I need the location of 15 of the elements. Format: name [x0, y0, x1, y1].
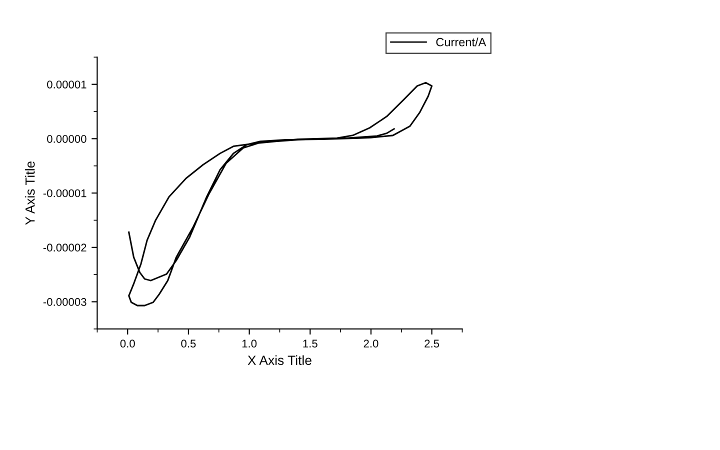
legend-label: Current/A — [436, 38, 486, 46]
y-tick-label: -0.00002 — [43, 244, 86, 252]
x-tick-label: 0.0 — [120, 340, 135, 348]
x-tick-label: 1.5 — [303, 340, 318, 348]
x-tick-label: 2.5 — [424, 340, 440, 348]
y-tick-label: 0.00001 — [47, 80, 86, 88]
y-axis-title: Y Axis Title — [25, 161, 35, 225]
x-tick-label: 0.5 — [181, 340, 196, 348]
y-tick-label: -0.00001 — [43, 189, 86, 198]
line-series — [128, 82, 433, 306]
x-tick-label: 2.0 — [364, 340, 378, 348]
x-tick-label: 1.0 — [242, 340, 257, 348]
y-tick-label: -0.00003 — [43, 298, 86, 306]
y-tick-label: 0.00000 — [47, 134, 86, 143]
x-axis-title: X Axis Title — [248, 355, 312, 365]
